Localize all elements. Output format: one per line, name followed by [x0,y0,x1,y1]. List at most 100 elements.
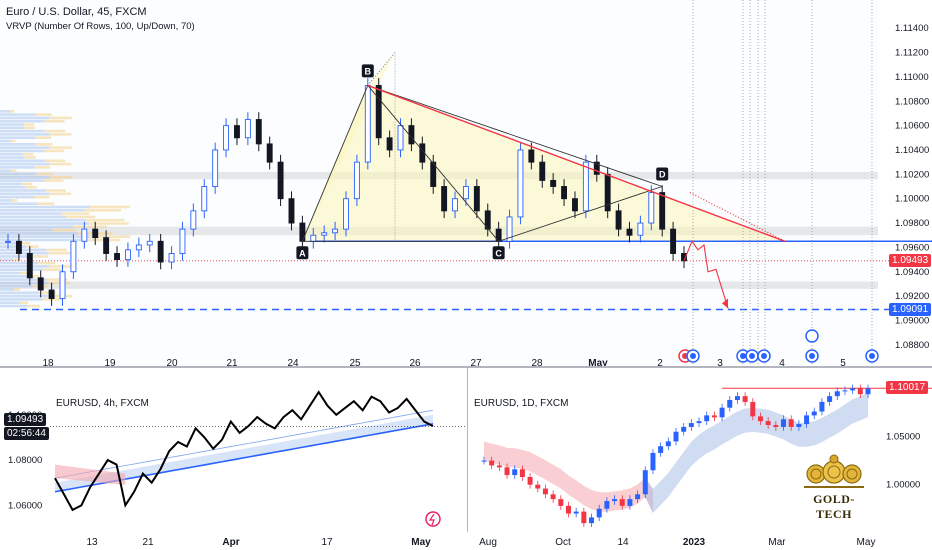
volume-profile-bar [0,271,21,275]
candle-body [711,415,717,418]
volume-profile-bar [25,185,37,189]
event-flag-icon [749,353,755,359]
support-price-badge: 1.09091 [889,302,932,316]
volume-profile-bar [48,281,71,285]
candle-body [452,198,458,212]
candle-body [481,460,487,462]
candle-body [765,421,771,426]
candle-body [277,161,284,200]
sub-chart-1d[interactable]: 1.05000 1.00000 EURUSD, 1D, FXCM 1.10017 [468,368,932,532]
event-flag-icon [805,329,819,343]
volume-profile-bar [49,162,72,166]
volume-profile-bar [0,172,37,176]
candle-body [386,137,393,151]
candle-body [135,244,142,251]
candle-body [704,415,710,422]
price-line [54,390,434,512]
pattern-point-b: B [361,64,374,78]
volume-profile-bar [49,133,72,136]
y-tick-label: 1.06000 [8,500,42,511]
volume-profile-bar [27,275,40,278]
volume-profile-bar [0,152,23,156]
candle-body [484,210,491,230]
abcd-line [498,186,663,242]
volume-profile-bar [0,294,50,298]
pattern-point-a: A [296,246,309,260]
event-flag-icon [809,353,815,359]
candle-body [473,186,480,212]
gold-tech-logo: GOLD-TECH [798,454,870,521]
x-tick-label: Oct [555,537,571,548]
candle-body [539,161,546,181]
y-tick-label: 1.10400 [895,145,929,156]
candle-body [353,161,360,200]
candle-body [596,508,602,518]
pane-separator[interactable] [0,366,932,368]
y-tick-label: 1.09200 [895,291,929,302]
candle-body [190,210,197,230]
main-chart[interactable]: 1.11400 1.11200 1.11000 1.10800 1.10600 1.104… [0,0,932,366]
y-tick-label: 1.08800 [895,340,929,351]
x-tick-label: 25 [349,358,361,366]
x-tick-label: May [411,537,431,548]
volume-profile-bar [24,156,36,159]
volume-profile-bar [45,159,66,163]
candle-body [648,192,655,224]
pattern-fill [302,52,395,242]
event-flag-icon [425,511,441,527]
ma-ribbon [55,414,433,492]
volume-profile-bar [73,225,107,229]
event-flag-icon [869,353,875,359]
pattern-dotted-line [367,52,396,86]
volume-profile-bar [0,169,12,172]
candle-body [627,499,633,506]
candle-body [59,271,66,299]
candle-body [857,388,863,395]
candle-body [212,149,219,187]
x-tick-label: 21 [226,358,238,366]
y-tick-label: 1.10800 [895,96,929,107]
abcd-line [367,84,663,187]
candle-body [796,424,802,427]
y-tick-label: 1.00000 [886,480,920,491]
sub-chart-1d-plot[interactable]: 1.05000 1.00000 [468,368,932,532]
candle-body [665,441,671,447]
event-flag-icon [761,353,767,359]
candle-body [842,390,848,392]
volume-profile-bar [0,162,50,166]
candle-body [593,161,600,175]
volume-profile-bar [0,212,62,215]
volume-profile-bar [0,278,47,281]
pane-separator-vertical[interactable] [466,368,468,532]
candle-body [103,237,110,254]
volume-profile-bar [0,275,28,278]
candle-body [865,388,871,395]
volume-profile-bar [49,265,73,268]
indicator-label: VRVP (Number Of Rows, 100, Up/Down, 70) [6,21,195,32]
candle-body [146,240,153,246]
volume-profile-bar [13,258,20,262]
volume-profile-bar [65,215,96,219]
candle-body [430,161,437,187]
volume-profile-bar [27,304,41,308]
volume-profile-bar [38,291,57,295]
volume-profile-bar [49,116,72,120]
volume-profile-bar [35,113,52,116]
volume-profile-bar [10,139,16,143]
x-tick-label: 4 [779,358,785,366]
candle-body [734,396,740,400]
volume-profile-bar [22,182,33,186]
sub-chart-4h-title: EURUSD, 4h, FXCM [56,398,149,409]
candle-body [92,228,99,239]
main-chart-pane[interactable]: 1.11400 1.11200 1.11000 1.10800 1.10600 1.104… [0,0,932,366]
candle-body [696,421,702,424]
bottom-date-axis[interactable]: 13 21 Apr 17 May Aug Oct 14 2023 Mar May [0,532,932,550]
y-tick-label: 1.11000 [895,72,929,83]
candle-body [827,396,833,402]
bottom-date-axis-plot[interactable]: 13 21 Apr 17 May Aug Oct 14 2023 Mar May [0,532,932,550]
projection-arrowhead [722,298,728,309]
candle-body [637,222,644,236]
candle-body [441,186,448,212]
